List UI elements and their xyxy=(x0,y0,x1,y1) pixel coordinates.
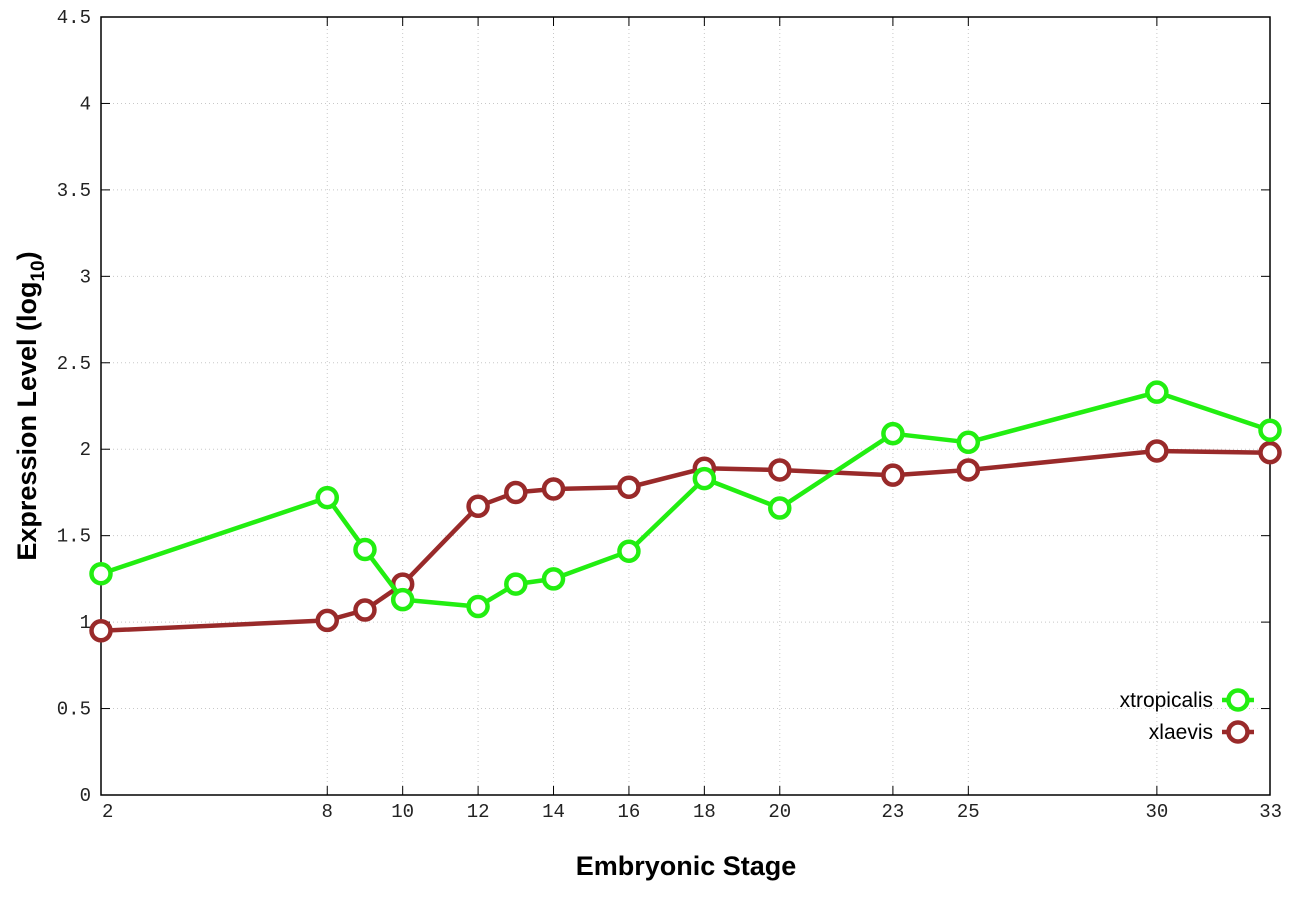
y-tick-label: 0.5 xyxy=(57,699,91,721)
data-point-xtropicalis xyxy=(466,594,490,619)
grid-lines xyxy=(101,17,1270,795)
series-lines xyxy=(89,380,1282,643)
x-tick-label: 25 xyxy=(957,801,980,823)
x-tick-label: 33 xyxy=(1259,801,1282,823)
series-line-xtropicalis xyxy=(100,389,1271,609)
data-point-xtropicalis xyxy=(1258,418,1282,442)
data-point-xtropicalis xyxy=(353,537,377,562)
legend-label: xlaevis xyxy=(1149,721,1213,744)
data-point-xlaevis xyxy=(315,608,340,633)
y-tick-label: 2.5 xyxy=(57,353,91,375)
legend-label: xtropicalis xyxy=(1120,689,1213,712)
plot-frame xyxy=(100,16,1271,796)
y-tick-label: 4 xyxy=(80,93,91,115)
y-tick-label: 1.5 xyxy=(57,526,91,548)
x-tick-label: 23 xyxy=(881,801,904,823)
y-tick-label: 3.5 xyxy=(57,180,91,202)
legend-marker-xtropicalis xyxy=(1226,688,1250,712)
y-tick-label: 0 xyxy=(80,785,91,807)
data-point-xtropicalis xyxy=(1145,380,1169,404)
data-point-xtropicalis xyxy=(692,466,717,491)
x-tick-label: 18 xyxy=(693,801,716,823)
data-point-xtropicalis xyxy=(315,485,340,510)
x-axis-title: Embryonic Stage xyxy=(576,851,797,881)
data-point-xlaevis xyxy=(466,494,490,519)
y-axis-title-subscript: 10 xyxy=(28,260,49,281)
data-point-xtropicalis xyxy=(881,421,905,446)
y-axis-title: Expression Level (log10) xyxy=(12,251,49,560)
y-axis-title-close: ) xyxy=(12,251,42,260)
data-point-xlaevis xyxy=(1145,439,1169,463)
data-point-xlaevis xyxy=(541,477,566,501)
data-point-xtropicalis xyxy=(89,561,113,586)
y-axis-title-main: Expression Level (log xyxy=(12,282,42,561)
data-point-xlaevis xyxy=(89,619,113,643)
data-point-xtropicalis xyxy=(768,496,792,520)
data-point-xlaevis xyxy=(768,458,792,482)
x-tick-label: 16 xyxy=(618,801,641,823)
y-tick-label: 4.5 xyxy=(57,7,91,29)
x-tick-label: 14 xyxy=(542,801,565,823)
data-point-xlaevis xyxy=(956,458,981,482)
legend-marker-xlaevis xyxy=(1226,720,1250,744)
x-tick-label: 12 xyxy=(467,801,490,823)
series-line-xlaevis xyxy=(100,448,1271,634)
x-tick-label: 8 xyxy=(322,801,333,823)
data-point-xtropicalis xyxy=(390,587,415,612)
y-tick-label: 1 xyxy=(80,612,91,634)
data-point-xtropicalis xyxy=(956,430,981,455)
x-tick-label: 2 xyxy=(102,801,113,823)
axis-ticks: 0 0.5 1 1.5 2 2.5 3 3.5 4 4.5 2 8 10 12 14 16 18 20 23 25 30… xyxy=(57,7,1282,823)
data-point-xtropicalis xyxy=(541,567,566,591)
x-tick-label: 30 xyxy=(1145,801,1168,823)
y-tick-label: 3 xyxy=(80,266,91,288)
data-point-xlaevis xyxy=(881,463,905,487)
data-point-xtropicalis xyxy=(504,572,528,596)
legend: xtropicalis xlaevis xyxy=(1120,688,1254,744)
y-tick-label: 2 xyxy=(80,439,91,461)
x-tick-label: 10 xyxy=(391,801,414,823)
data-point-xlaevis xyxy=(1258,440,1282,465)
data-point-xlaevis xyxy=(504,480,528,505)
x-tick-label: 20 xyxy=(768,801,791,823)
data-point-xlaevis xyxy=(617,475,641,500)
data-point-xlaevis xyxy=(353,598,377,622)
data-point-xtropicalis xyxy=(617,539,641,563)
